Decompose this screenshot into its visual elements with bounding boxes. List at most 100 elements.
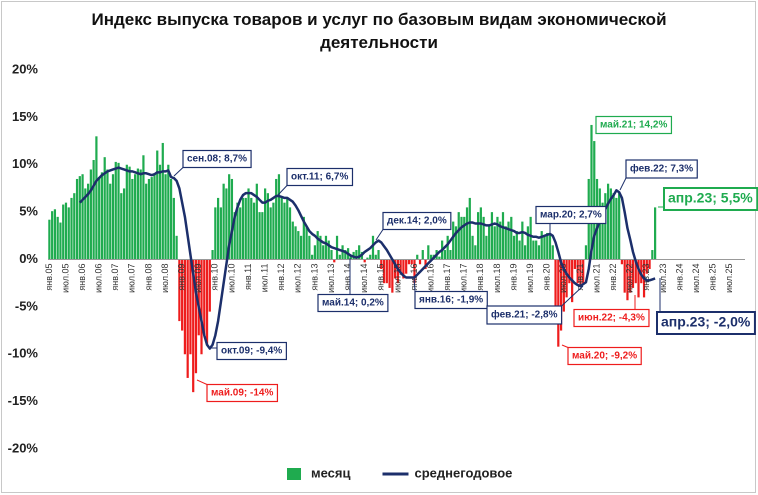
y-tick-label: -20%: [8, 440, 39, 455]
annotation: дек.14; 2,0%: [375, 211, 452, 241]
x-tick-label: июл.24: [691, 264, 701, 293]
bar: [186, 259, 189, 378]
line: [78, 166, 656, 350]
bar: [266, 193, 269, 260]
annotation: апр.23; 5,5%: [658, 187, 758, 211]
y-tick-label: 15%: [12, 109, 38, 124]
bar: [316, 231, 319, 260]
bar: [228, 174, 231, 260]
x-tick-label: янв.10: [210, 264, 220, 291]
x-tick-label: июл.23: [658, 264, 668, 293]
bar: [380, 259, 383, 269]
bar: [454, 226, 458, 260]
bar: [485, 235, 488, 260]
bar: [518, 240, 521, 260]
bar: [264, 188, 267, 260]
annotation-label: окт.09; -9,4%: [221, 346, 282, 357]
bar: [418, 259, 422, 265]
bar: [95, 136, 98, 260]
bar: [510, 216, 513, 260]
annotation-box: [414, 290, 488, 310]
annotation-label: фев.22; 7,3%: [630, 163, 693, 175]
bar: [169, 178, 173, 260]
annotation: фев.22; 7,3%: [619, 159, 698, 191]
x-tick-label: июл.21: [591, 264, 601, 293]
bar: [53, 209, 57, 260]
x-tick-label: янв.25: [708, 264, 718, 291]
annotation: июн.22; -4,3%: [573, 295, 650, 328]
bar: [255, 183, 258, 260]
bar: [568, 259, 571, 284]
annotation-box: [486, 305, 563, 325]
x-tick-label: янв.17: [442, 264, 452, 291]
bar: [634, 259, 637, 284]
bar: [178, 259, 181, 322]
bar: [335, 235, 339, 260]
bar: [183, 259, 187, 355]
y-tick-label: 0%: [19, 251, 38, 266]
bar: [313, 245, 317, 260]
bar: [286, 197, 289, 260]
bar: [338, 254, 341, 260]
bar: [601, 202, 604, 260]
bar: [493, 226, 496, 260]
bar: [230, 178, 234, 260]
annotation-box: [535, 205, 607, 225]
bar: [125, 164, 128, 260]
annotation-label: май.09; -14%: [211, 388, 273, 399]
x-tick-label: янв.20: [542, 264, 552, 291]
bar: [645, 259, 648, 274]
annotation-leader: [173, 167, 184, 177]
x-tick-label: янв.22: [608, 264, 618, 291]
bar: [241, 197, 245, 260]
bar: [175, 235, 178, 260]
x-tick-label: янв.07: [110, 264, 120, 291]
annotation-box: [286, 167, 354, 187]
annotation: окт.11; 6,7%: [276, 167, 354, 197]
bar: [358, 245, 361, 260]
bar: [275, 178, 278, 260]
bar: [537, 245, 541, 260]
bar: [161, 142, 164, 260]
bar: [81, 174, 84, 260]
bar: [181, 259, 184, 331]
bar: [584, 245, 588, 260]
bar: [471, 235, 474, 260]
bar: [324, 235, 328, 260]
bar: [399, 259, 402, 274]
bar: [427, 245, 430, 260]
bar: [299, 235, 303, 260]
bar: [330, 250, 333, 260]
bar: [413, 259, 416, 284]
annotation: май.20; -9,2%: [561, 344, 642, 366]
bar: [648, 259, 651, 269]
bar: [311, 254, 314, 260]
bar: [167, 164, 170, 260]
bar: [402, 259, 405, 279]
bar: [258, 212, 261, 260]
bar: [252, 202, 256, 260]
annotation-label: мар.20; 2,7%: [540, 210, 602, 221]
bar: [576, 259, 579, 284]
legend-swatch: [287, 468, 301, 480]
x-tick-label: июл.25: [724, 264, 734, 293]
x-tick-label: июл.15: [392, 264, 402, 293]
annotation-box: [573, 308, 650, 328]
y-tick-label: 20%: [12, 61, 38, 76]
bar: [319, 235, 322, 260]
bar: [618, 193, 621, 260]
bar: [142, 155, 145, 260]
bar: [283, 202, 286, 260]
bar: [377, 250, 380, 260]
bar: [416, 254, 419, 260]
bar: [153, 174, 156, 260]
x-tick-label: июл.18: [492, 263, 502, 292]
bar: [341, 245, 344, 260]
bar: [557, 259, 560, 347]
bar: [200, 259, 203, 355]
bar: [131, 178, 134, 260]
bar: [147, 178, 151, 260]
bar: [388, 259, 391, 288]
